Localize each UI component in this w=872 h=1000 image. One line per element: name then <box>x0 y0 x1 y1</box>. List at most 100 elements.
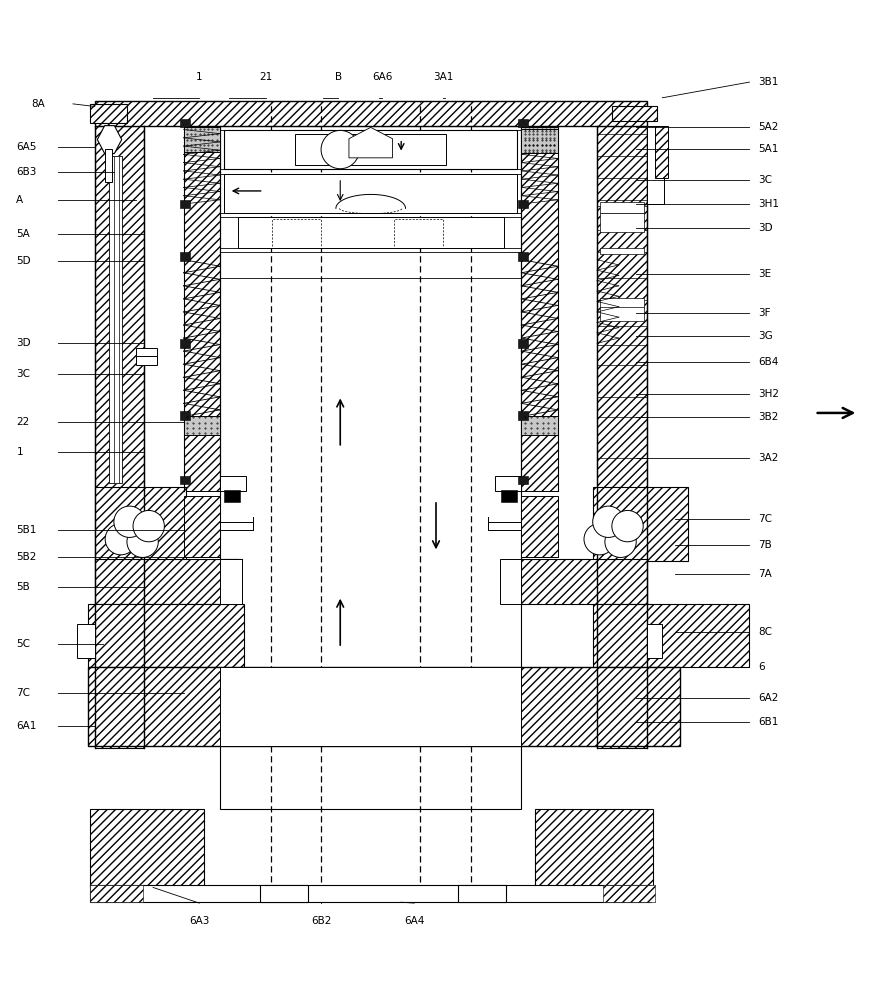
Bar <box>220 522 253 530</box>
Text: 6B3: 6B3 <box>17 167 37 177</box>
Bar <box>495 476 521 491</box>
Bar <box>224 130 517 169</box>
Text: 5C: 5C <box>17 639 31 649</box>
Bar <box>518 200 528 208</box>
Bar <box>95 101 647 126</box>
Circle shape <box>127 526 159 557</box>
Text: 22: 22 <box>17 417 30 427</box>
Circle shape <box>133 510 164 542</box>
Bar <box>95 559 238 604</box>
Bar <box>91 885 143 902</box>
Text: 5A2: 5A2 <box>758 122 779 132</box>
Circle shape <box>584 524 616 555</box>
Text: 3D: 3D <box>17 338 31 348</box>
Text: 7C: 7C <box>17 688 31 698</box>
Bar <box>224 490 240 502</box>
Bar <box>597 126 647 748</box>
Bar <box>518 476 528 484</box>
Text: 3A1: 3A1 <box>433 72 453 82</box>
Bar <box>593 487 689 561</box>
Text: 7C: 7C <box>758 514 772 524</box>
Text: 6A6: 6A6 <box>371 72 392 82</box>
Text: 3E: 3E <box>758 269 771 279</box>
Bar <box>183 126 220 491</box>
Bar <box>136 348 158 356</box>
Bar <box>521 126 558 491</box>
Text: 6B1: 6B1 <box>758 717 779 727</box>
Text: 5B2: 5B2 <box>17 552 37 562</box>
Polygon shape <box>98 126 122 153</box>
Bar <box>501 490 517 502</box>
Bar <box>260 885 308 902</box>
Text: 5B1: 5B1 <box>17 525 37 535</box>
Bar <box>106 149 112 182</box>
Bar <box>600 202 644 213</box>
Text: 6B2: 6B2 <box>311 916 331 926</box>
Text: 3A2: 3A2 <box>758 453 779 463</box>
Text: 6A3: 6A3 <box>189 916 209 926</box>
Text: 3C: 3C <box>17 369 31 379</box>
Text: 3C: 3C <box>758 175 772 185</box>
Circle shape <box>612 510 644 542</box>
Bar <box>521 496 558 557</box>
Text: 5A1: 5A1 <box>758 144 779 154</box>
Text: 7A: 7A <box>758 569 772 579</box>
Text: 6A2: 6A2 <box>758 693 779 703</box>
Bar <box>237 217 504 248</box>
Text: 1: 1 <box>17 447 23 457</box>
Bar <box>521 416 558 435</box>
Bar <box>88 667 680 746</box>
Text: 6A4: 6A4 <box>404 916 425 926</box>
Text: A: A <box>17 195 24 205</box>
Bar <box>656 126 669 178</box>
Bar <box>612 106 657 121</box>
Text: 3H2: 3H2 <box>758 389 779 399</box>
Text: 5B: 5B <box>17 582 31 592</box>
Bar <box>220 559 242 604</box>
Bar <box>95 487 186 561</box>
Circle shape <box>593 506 624 537</box>
Text: 3G: 3G <box>758 331 773 341</box>
Bar <box>593 604 749 667</box>
Text: 6A5: 6A5 <box>17 142 37 152</box>
Text: 21: 21 <box>260 72 273 82</box>
Circle shape <box>106 524 137 555</box>
Bar <box>224 174 517 213</box>
Text: 8C: 8C <box>758 627 772 637</box>
Polygon shape <box>349 127 392 158</box>
Bar <box>518 119 528 127</box>
Bar <box>295 134 446 165</box>
Bar <box>180 411 190 420</box>
Bar <box>180 339 190 348</box>
Bar <box>518 252 528 261</box>
Bar <box>180 200 190 208</box>
Bar <box>535 809 653 887</box>
Text: 5D: 5D <box>17 256 31 266</box>
Bar <box>136 356 158 365</box>
Text: 8A: 8A <box>31 99 45 109</box>
Bar <box>180 476 190 484</box>
Text: 6B4: 6B4 <box>758 357 779 367</box>
Bar <box>458 885 506 902</box>
Bar <box>600 298 644 308</box>
Bar <box>95 126 145 748</box>
Bar <box>220 476 246 491</box>
Bar <box>500 559 521 604</box>
Bar <box>220 126 521 809</box>
Text: B: B <box>335 72 342 82</box>
Bar <box>183 496 220 557</box>
Bar <box>521 559 647 604</box>
Text: 1: 1 <box>196 72 202 82</box>
Circle shape <box>321 130 359 169</box>
Bar <box>603 885 656 902</box>
Bar <box>78 624 95 658</box>
Bar <box>88 604 244 667</box>
Text: 5A: 5A <box>17 229 31 239</box>
Text: 3D: 3D <box>758 223 773 233</box>
Bar <box>521 127 558 152</box>
Bar <box>600 213 644 232</box>
Bar <box>521 129 558 153</box>
Circle shape <box>114 506 146 537</box>
Bar <box>183 416 220 435</box>
Circle shape <box>605 526 637 557</box>
